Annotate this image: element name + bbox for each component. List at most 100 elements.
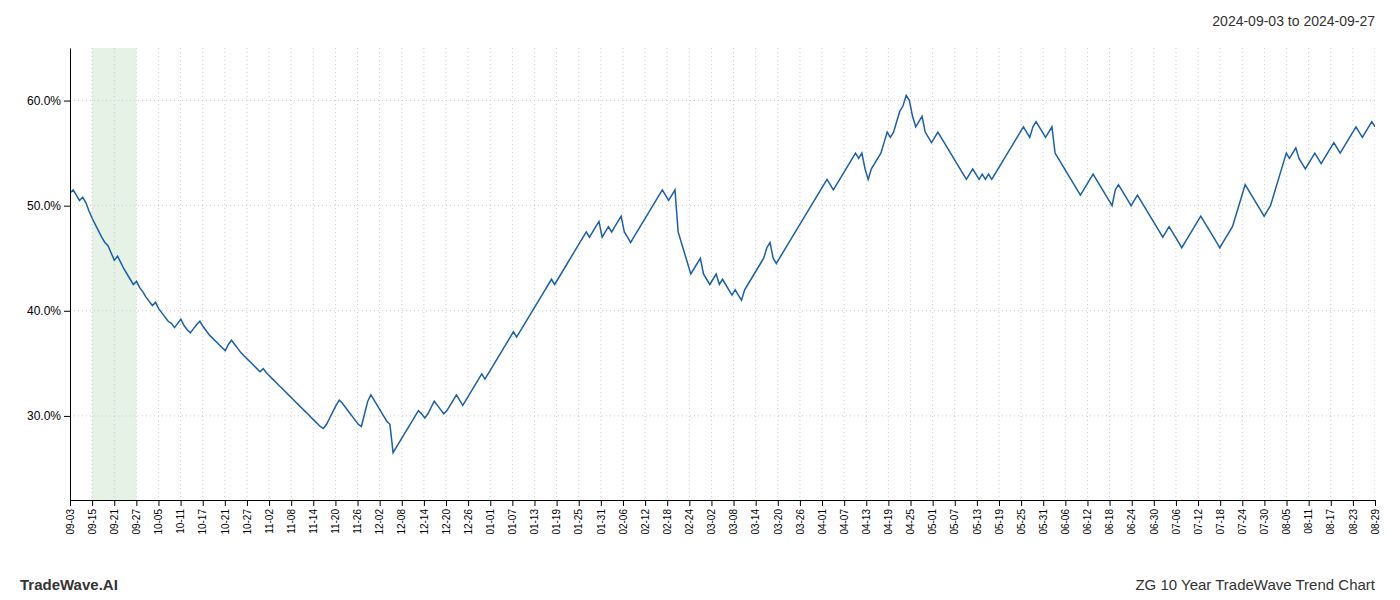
grid-line-x [733,48,734,500]
x-tick-mark [1021,500,1022,506]
x-tick: 02-12 [640,500,651,535]
y-tick-mark [64,206,70,207]
shaded-span [92,48,136,500]
x-tick-label: 05-31 [1038,509,1049,535]
x-tick-mark [181,500,182,506]
x-tick-label: 03-20 [773,509,784,535]
grid-line-x [401,48,402,500]
x-tick-mark [1242,500,1243,506]
x-tick: 05-13 [972,500,983,535]
x-tick: 01-01 [485,500,496,535]
x-tick: 12-14 [419,500,430,535]
x-tick-mark [358,500,359,506]
x-tick-label: 05-13 [972,509,983,535]
x-tick-mark [1331,500,1332,506]
grid-line-x [910,48,911,500]
y-tick: 30.0% [27,409,70,423]
x-tick: 06-12 [1082,500,1093,535]
x-tick: 08-17 [1325,500,1336,535]
x-tick-mark [822,500,823,506]
x-tick: 06-18 [1104,500,1115,535]
grid-line-y [70,205,1375,206]
x-tick-label: 08-05 [1281,509,1292,535]
x-tick: 01-07 [507,500,518,535]
x-tick-mark [557,500,558,506]
x-tick-label: 07-12 [1193,509,1204,535]
x-tick-label: 11-14 [308,509,319,534]
x-tick-label: 03-02 [706,509,717,535]
x-tick-mark [977,500,978,506]
x-tick-label: 07-18 [1215,509,1226,535]
x-tick: 04-13 [861,500,872,535]
x-tick: 04-07 [839,500,850,535]
x-tick-mark [601,500,602,506]
x-tick-label: 04-01 [817,509,828,535]
y-axis-line [70,49,71,501]
grid-line-x [1043,48,1044,500]
grid-line-x [1242,48,1243,500]
x-tick: 12-02 [374,500,385,535]
grid-line-x [998,48,999,500]
x-tick-label: 09-03 [65,509,76,535]
x-tick-label: 07-06 [1171,509,1182,535]
grid-line-x [667,48,668,500]
x-tick: 06-24 [1126,500,1137,535]
x-tick: 01-19 [551,500,562,535]
x-tick-mark [512,500,513,506]
grid-line-x [92,48,93,500]
x-tick-label: 07-30 [1259,509,1270,535]
grid-line-x [291,48,292,500]
grid [70,48,1375,500]
x-tick-mark [203,500,204,506]
x-tick-mark [402,500,403,506]
y-tick-mark [64,101,70,102]
x-tick-mark [1375,500,1376,506]
x-tick-mark [424,500,425,506]
grid-line-x [1220,48,1221,500]
x-tick: 09-21 [109,500,120,535]
x-tick: 12-08 [396,500,407,535]
x-tick-label: 09-21 [109,509,120,535]
x-tick-label: 08-23 [1348,509,1359,535]
x-tick-mark [866,500,867,506]
y-tick: 50.0% [27,199,70,213]
x-tick-label: 06-12 [1082,509,1093,535]
grid-line-x [70,48,71,500]
x-tick: 06-30 [1149,500,1160,535]
x-tick: 08-23 [1348,500,1359,535]
x-tick: 10-11 [175,500,186,534]
x-tick-mark [1065,500,1066,506]
grid-line-x [158,48,159,500]
y-tick-mark [64,311,70,312]
x-tick-label: 09-27 [131,509,142,535]
grid-line-x [799,48,800,500]
grid-line-y [70,100,1375,101]
y-tick-label: 40.0% [27,304,61,318]
x-tick-mark [689,500,690,506]
grid-line-x [313,48,314,500]
y-tick: 60.0% [27,94,70,108]
x-tick-label: 03-14 [750,509,761,535]
x-tick-label: 01-07 [507,509,518,535]
x-tick-mark [1110,500,1111,506]
x-tick: 06-06 [1060,500,1071,535]
x-tick: 01-31 [596,500,607,535]
chart-container: 09-0309-1509-2109-2710-0510-1110-1710-21… [0,0,1400,600]
x-tick-mark [291,500,292,506]
y-tick-label: 30.0% [27,409,61,423]
grid-line-x [954,48,955,500]
x-tick-label: 06-30 [1149,509,1160,535]
chart-title: 2024-09-03 to 2024-09-27 [1212,13,1375,29]
grid-line-x [777,48,778,500]
grid-line-x [822,48,823,500]
data-line [70,95,1375,452]
grid-line-x [976,48,977,500]
x-tick-label: 08-11 [1303,509,1314,534]
x-tick-label: 12-02 [374,509,385,535]
x-tick: 07-30 [1259,500,1270,535]
grid-line-x [1131,48,1132,500]
x-tick: 10-05 [153,500,164,535]
x-tick-label: 06-24 [1126,509,1137,535]
grid-line-x [600,48,601,500]
grid-line-x [1065,48,1066,500]
